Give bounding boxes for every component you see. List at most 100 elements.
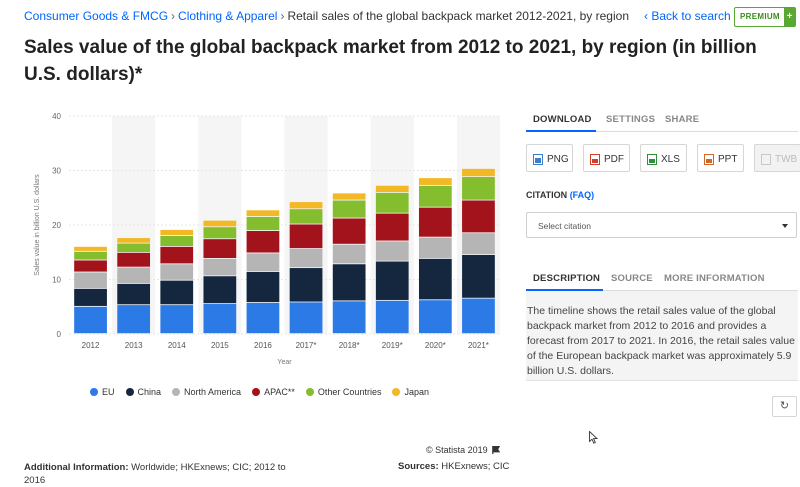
copyright-text: © Statista 2019 — [426, 445, 488, 455]
bar-segment — [332, 193, 366, 200]
ppt-label: PPT — [718, 154, 738, 165]
citation-select[interactable]: Select citation — [526, 212, 797, 238]
citation-faq-link[interactable]: (FAQ) — [569, 190, 595, 200]
description-text: The timeline shows the retail sales valu… — [527, 305, 795, 377]
mouse-cursor-icon — [589, 431, 598, 444]
legend-item[interactable]: North America — [172, 387, 241, 397]
bar-segment — [462, 298, 495, 334]
breadcrumb: Consumer Goods & FMCG › Clothing & Apparel… — [24, 9, 629, 23]
download-tabs: DOWNLOAD SETTINGS SHARE — [526, 112, 798, 132]
premium-button[interactable]: PREMIUM + — [734, 7, 796, 27]
download-twb-button[interactable]: TWB — [754, 144, 800, 172]
bar-segment — [160, 235, 194, 246]
bar-segment — [462, 177, 495, 200]
legend-item[interactable]: Other Countries — [305, 387, 381, 397]
bar-segment — [74, 288, 107, 306]
x-tick-label: 2020* — [425, 341, 446, 350]
bar-segment — [74, 272, 107, 288]
breadcrumb-item-clothing[interactable]: Clothing & Apparel — [178, 9, 278, 23]
bar-segment — [74, 260, 107, 272]
bar-segment — [332, 244, 366, 264]
bar-segment — [74, 246, 107, 251]
bar-segment — [375, 192, 409, 213]
tab-more-information[interactable]: MORE INFORMATION — [664, 273, 765, 284]
bar-segment — [332, 264, 366, 301]
y-tick-label: 30 — [52, 167, 61, 176]
tab-settings[interactable]: SETTINGS — [606, 114, 656, 125]
tab-download[interactable]: DOWNLOAD — [533, 114, 592, 125]
download-ppt-button[interactable]: PPT — [697, 144, 744, 172]
citation-heading: CITATION (FAQ) — [526, 190, 594, 200]
tab-source[interactable]: SOURCE — [611, 273, 653, 284]
legend-item[interactable]: EU — [90, 387, 115, 397]
legend-label: North America — [184, 387, 242, 397]
legend-dot — [90, 388, 98, 396]
bar-segment — [375, 300, 409, 334]
legend-item[interactable]: APAC** — [252, 387, 295, 397]
chart-legend: EU China North America APAC** Other Countrie… — [90, 387, 440, 397]
refresh-button[interactable]: ↻ — [772, 396, 797, 417]
premium-label: PREMIUM — [740, 12, 780, 21]
x-tick-label: 2013 — [125, 341, 143, 350]
breadcrumb-item-consumer-goods[interactable]: Consumer Goods & FMCG — [24, 9, 169, 23]
breadcrumb-current: Retail sales of the global backpack mark… — [287, 9, 629, 23]
bar-segment — [289, 209, 323, 224]
bar-segment — [160, 264, 194, 280]
breadcrumb-separator: › — [171, 9, 176, 23]
statista-copyright[interactable]: © Statista 2019 — [426, 445, 501, 455]
sources-text: HKExnews; CIC — [441, 461, 510, 472]
bar-segment — [418, 237, 452, 258]
bar-segment — [117, 305, 151, 334]
active-tab-indicator — [526, 289, 603, 291]
legend-item[interactable]: China — [125, 387, 162, 397]
bar-segment — [246, 271, 280, 303]
pdf-file-icon — [590, 154, 600, 165]
legend-label: Japan — [404, 387, 429, 397]
bar-segment — [203, 258, 237, 276]
ppt-file-icon — [704, 154, 714, 165]
legend-dot — [172, 388, 181, 396]
sources-label: Sources: — [398, 461, 439, 472]
bar-segment — [117, 252, 151, 267]
legend-item[interactable]: Japan — [392, 387, 429, 397]
legend-label: China — [137, 387, 162, 397]
stacked-bar-chart: 0 10 20 30 40 Sales value in billion U.S. dol… — [34, 112, 500, 366]
bar-segment — [74, 306, 107, 334]
bar-segment — [375, 185, 409, 193]
download-xls-button[interactable]: XLS — [640, 144, 687, 172]
x-tick-label: 2015 — [211, 341, 229, 350]
twb-file-icon — [761, 154, 771, 165]
bar-segment — [203, 276, 237, 304]
bar-segment — [332, 301, 366, 334]
tab-description[interactable]: DESCRIPTION — [533, 273, 601, 284]
legend-label: APAC** — [264, 387, 295, 397]
y-tick-label: 20 — [52, 221, 61, 230]
legend-dot — [392, 388, 401, 396]
x-tick-label: 2018* — [339, 341, 360, 350]
download-png-button[interactable]: PNG — [526, 144, 573, 172]
back-to-search-link[interactable]: ‹ Back to search — [644, 9, 731, 23]
xls-label: XLS — [661, 154, 680, 165]
bar-segment — [289, 248, 323, 268]
legend-dot — [252, 388, 261, 396]
xls-file-icon — [647, 154, 657, 165]
bar-segment — [117, 283, 151, 305]
tab-share[interactable]: SHARE — [665, 114, 700, 125]
bar-segment — [418, 178, 452, 185]
bar-segment — [246, 230, 280, 253]
x-tick-label: 2021* — [468, 341, 489, 350]
bar-segment — [117, 243, 151, 252]
breadcrumb-separator: › — [280, 9, 285, 23]
page-title: Sales value of the global backpack marke… — [24, 37, 757, 85]
pdf-label: PDF — [604, 154, 624, 165]
bar-segment — [375, 261, 409, 300]
bar-segment — [375, 241, 409, 261]
bar-segment — [418, 207, 452, 237]
bar-segment — [418, 258, 452, 300]
info-tabs: DESCRIPTION SOURCE MORE INFORMATION — [526, 271, 798, 291]
twb-label: TWB — [775, 154, 798, 165]
bar-segment — [160, 229, 194, 236]
download-pdf-button[interactable]: PDF — [583, 144, 630, 172]
bar-segment — [289, 302, 323, 334]
bar-segment — [462, 233, 495, 255]
